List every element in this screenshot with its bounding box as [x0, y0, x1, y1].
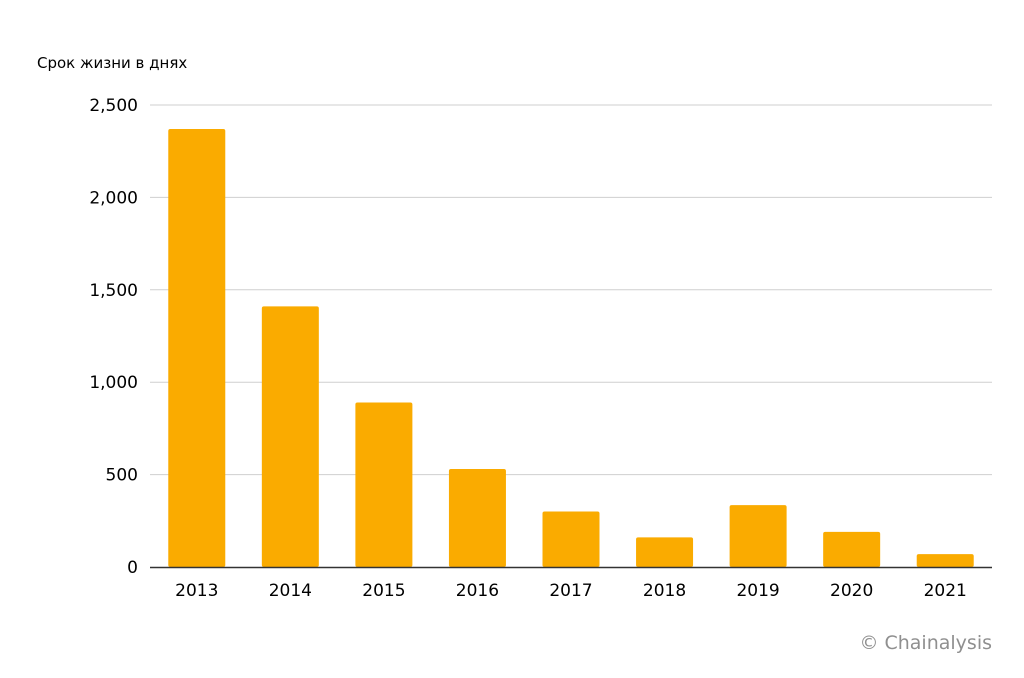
bar-2020 [823, 531, 881, 567]
x-tick-label: 2021 [924, 581, 967, 601]
x-tick-label: 2019 [736, 581, 779, 601]
bar-2014 [261, 306, 319, 567]
x-tick-label: 2016 [456, 581, 499, 601]
x-tick-label: 2015 [362, 581, 405, 601]
y-tick-label: 2,000 [89, 188, 138, 208]
bar-2018 [636, 537, 694, 567]
x-tick-label: 2018 [643, 581, 686, 601]
bar-2021 [916, 554, 974, 567]
x-tick-label: 2013 [175, 581, 218, 601]
y-tick-label: 500 [106, 466, 138, 486]
y-axis-label: Срок жизни в днях [37, 54, 188, 72]
x-tick-label: 2020 [830, 581, 873, 601]
y-tick-label: 1,000 [89, 373, 138, 393]
y-tick-label: 0 [127, 558, 138, 578]
y-tick-label: 2,500 [89, 96, 138, 116]
x-tick-label: 2017 [549, 581, 592, 601]
y-tick-label: 1,500 [89, 281, 138, 301]
bar-2015 [355, 402, 413, 567]
bar-2016 [448, 469, 506, 567]
x-tick-label: 2014 [269, 581, 312, 601]
bar-2019 [729, 505, 787, 567]
bar-2017 [542, 511, 600, 567]
source-credit: © Chainalysis [859, 632, 992, 654]
bar-2013 [168, 129, 226, 568]
